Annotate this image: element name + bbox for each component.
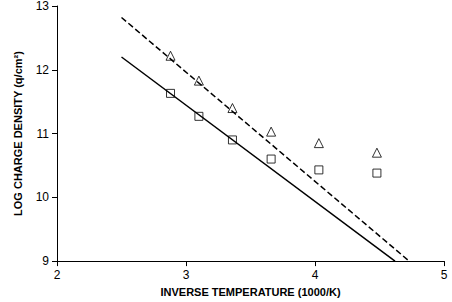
svg-text:12: 12 [36,63,50,77]
svg-text:11: 11 [37,127,50,141]
svg-text:2: 2 [54,268,61,282]
svg-text:13: 13 [36,0,50,13]
svg-text:4: 4 [312,268,319,282]
svg-text:10: 10 [36,190,50,204]
svg-text:9: 9 [42,254,49,268]
svg-text:3: 3 [183,268,190,282]
svg-text:5: 5 [441,268,448,282]
svg-text:LOG CHARGE DENSITY (q/cm²): LOG CHARGE DENSITY (q/cm²) [12,51,24,216]
svg-text:INVERSE TEMPERATURE (1000/K): INVERSE TEMPERATURE (1000/K) [160,286,340,298]
